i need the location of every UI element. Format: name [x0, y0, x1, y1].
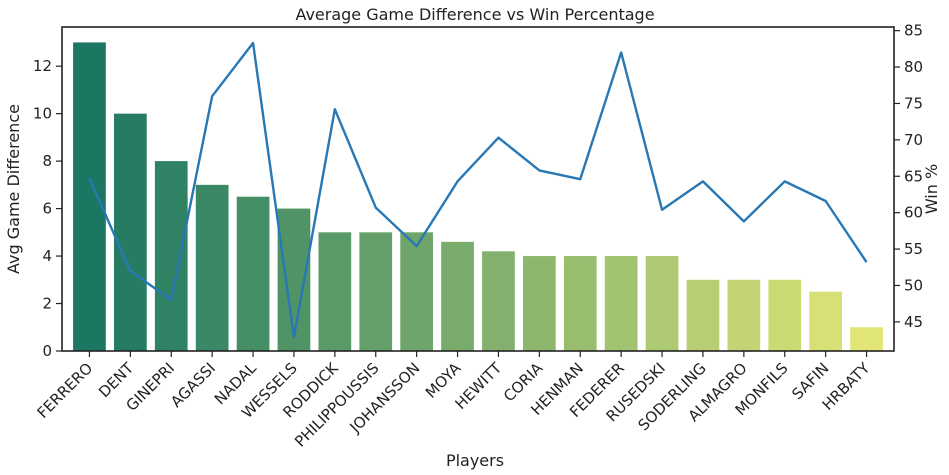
bars-layer — [73, 42, 883, 352]
right-axis: 45 50 55 60 65 70 75 80 85 — [894, 22, 923, 331]
bar-philippoussis — [359, 232, 393, 351]
bar-monfils — [768, 279, 802, 351]
bar-roddick — [318, 232, 352, 351]
y2-tick-label: 70 — [904, 131, 923, 149]
y2-tick-label: 65 — [904, 167, 923, 185]
bar-agassi — [195, 184, 229, 351]
y-tick-label: 8 — [42, 152, 52, 170]
bar-nadal — [236, 196, 270, 351]
y-tick-label: 0 — [42, 342, 52, 360]
line-layer — [88, 41, 868, 339]
bar-rusedski — [645, 256, 679, 351]
y-tick-label: 4 — [42, 247, 52, 265]
x-tick-label: AGASSI — [167, 359, 219, 411]
y2-tick-label: 55 — [904, 240, 923, 258]
y2-tick-label: 75 — [904, 94, 923, 112]
bar-federer — [604, 256, 638, 351]
y-axis-label: Avg Game Difference — [4, 104, 23, 274]
bar-henman — [563, 256, 597, 351]
x-axis: FERRERODENTGINEPRIAGASSINADALWESSELSRODD… — [34, 351, 874, 451]
x-axis-label: Players — [446, 451, 504, 470]
x-tick-label: FERRERO — [34, 359, 97, 422]
left-axis: 0 2 4 6 8 10 12 — [33, 57, 62, 360]
bar-hewitt — [482, 251, 515, 351]
bar-moya — [441, 241, 474, 351]
y2-axis-label: Win % — [922, 164, 941, 214]
x-tick-label: HEWITT — [451, 359, 505, 413]
bar-coria — [522, 256, 556, 351]
y-tick-label: 2 — [42, 295, 52, 313]
bar-johansson — [400, 232, 434, 351]
bar-safin — [809, 291, 843, 351]
bar-hrbaty — [850, 327, 883, 351]
y-tick-label: 12 — [33, 57, 52, 75]
y-tick-label: 10 — [33, 105, 52, 123]
y2-tick-label: 85 — [904, 22, 923, 40]
bar-soderling — [686, 279, 720, 351]
bar-dent — [113, 113, 147, 351]
y2-tick-label: 50 — [904, 276, 923, 294]
bar-almagro — [727, 279, 761, 351]
y2-tick-label: 80 — [904, 58, 923, 76]
win-percentage-line — [88, 41, 868, 339]
chart-title: Average Game Difference vs Win Percentag… — [295, 5, 654, 24]
plot-frame — [61, 26, 895, 352]
bar-ginepri — [154, 161, 188, 351]
bar-ferrero — [73, 42, 106, 352]
y2-tick-label: 60 — [904, 204, 923, 222]
y2-tick-label: 45 — [904, 313, 923, 331]
y-tick-label: 6 — [42, 200, 52, 218]
